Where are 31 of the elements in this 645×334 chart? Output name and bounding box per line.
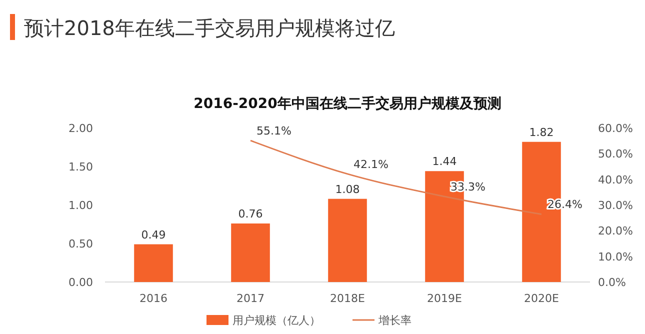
y-tick-label: 1.50: [68, 160, 93, 174]
bar: [134, 244, 173, 282]
y2-tick-label: 0.0%: [598, 276, 626, 289]
legend-label: 用户规模（亿人）: [232, 314, 320, 327]
y-tick-label: 0.50: [68, 238, 93, 250]
x-tick-label: 2019E: [427, 292, 462, 305]
x-tick-label: 2020E: [524, 292, 560, 305]
chart-title: 预计2018年在线二手交易用户规模将过亿: [24, 16, 395, 40]
legend-label: 增长率: [378, 314, 412, 327]
data-label: 0.76: [238, 207, 263, 220]
y2-tick-label: 50.0%: [598, 148, 633, 161]
y-tick-label: 0.00: [68, 276, 93, 289]
data-label: 1.82: [529, 126, 554, 139]
y2-tick-label: 20.0%: [598, 224, 633, 238]
x-tick-label: 2016: [140, 292, 168, 305]
x-tick-label: 2017: [236, 292, 264, 305]
data-label: 55.1%: [256, 124, 292, 138]
y-tick-label: 2.00: [68, 122, 93, 135]
x-tick-label: 2018E: [330, 292, 366, 305]
bar: [231, 223, 270, 282]
bar: [328, 198, 367, 282]
chart-subtitle: 2016-2020年中国在线二手交易用户规模及预测: [194, 95, 502, 112]
y-tick-label: 1.00: [68, 199, 93, 212]
data-label: 1.44: [432, 155, 457, 168]
data-label: 42.1%: [354, 158, 388, 171]
y2-tick-label: 10.0%: [598, 250, 633, 264]
data-label: 0.49: [141, 228, 166, 242]
data-label: 1.08: [335, 182, 360, 196]
y2-tick-label: 30.0%: [598, 199, 633, 212]
y2-tick-label: 60.0%: [598, 122, 633, 135]
y2-tick-label: 40.0%: [598, 173, 633, 186]
